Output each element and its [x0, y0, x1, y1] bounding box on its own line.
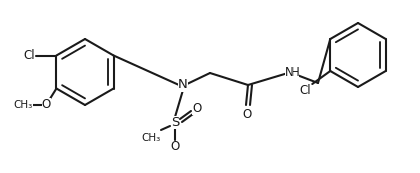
Text: O: O [171, 140, 180, 153]
Text: Cl: Cl [299, 84, 311, 98]
Text: O: O [242, 107, 252, 121]
Text: S: S [171, 116, 179, 129]
Text: CH₃: CH₃ [14, 99, 33, 110]
Text: H: H [291, 66, 299, 80]
Text: N: N [285, 66, 294, 80]
Text: CH₃: CH₃ [142, 133, 160, 143]
Text: O: O [192, 102, 202, 115]
Text: O: O [42, 98, 51, 111]
Text: N: N [178, 79, 188, 92]
Text: Cl: Cl [24, 49, 35, 62]
